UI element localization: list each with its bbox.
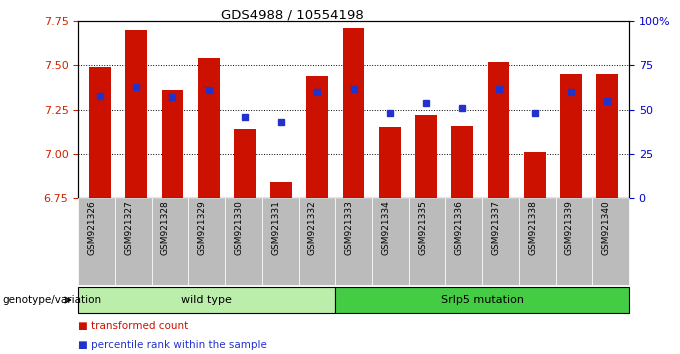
Text: GSM921327: GSM921327 [124,200,133,255]
Bar [560,74,582,198]
Bar [89,67,111,198]
Text: GSM921335: GSM921335 [418,200,427,255]
Bar [524,152,545,198]
Bar [343,28,364,198]
Text: GDS4988 / 10554198: GDS4988 / 10554198 [221,9,364,22]
Bar [415,115,437,198]
Text: GSM921337: GSM921337 [492,200,500,255]
Text: ■ transformed count: ■ transformed count [78,321,188,331]
Text: GSM921339: GSM921339 [565,200,574,255]
Text: GSM921333: GSM921333 [345,200,354,255]
Text: GSM921330: GSM921330 [235,200,243,255]
Bar [488,62,509,198]
Text: GSM921331: GSM921331 [271,200,280,255]
Bar [270,182,292,198]
Text: GSM921326: GSM921326 [88,200,97,255]
Bar [596,74,618,198]
Text: wild type: wild type [182,295,232,305]
Bar [234,129,256,198]
Text: GSM921336: GSM921336 [455,200,464,255]
Bar [379,127,401,198]
Bar [125,30,147,198]
Text: GSM921328: GSM921328 [161,200,170,255]
Text: Srlp5 mutation: Srlp5 mutation [441,295,524,305]
Text: genotype/variation: genotype/variation [2,295,101,305]
Bar [452,126,473,198]
Text: GSM921340: GSM921340 [602,200,611,255]
Text: ■ percentile rank within the sample: ■ percentile rank within the sample [78,341,267,350]
Bar [307,76,328,198]
Text: GSM921334: GSM921334 [381,200,390,255]
Text: GSM921332: GSM921332 [308,200,317,255]
Bar [162,90,184,198]
Text: GSM921338: GSM921338 [528,200,537,255]
Text: GSM921329: GSM921329 [198,200,207,255]
Bar [198,58,220,198]
